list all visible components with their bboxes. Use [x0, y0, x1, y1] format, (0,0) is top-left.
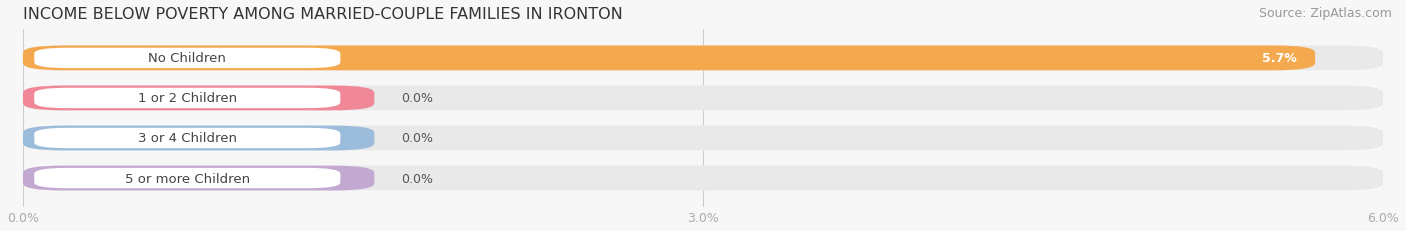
Text: 0.0%: 0.0%	[402, 92, 433, 105]
Text: 3 or 4 Children: 3 or 4 Children	[138, 132, 236, 145]
FancyBboxPatch shape	[34, 49, 340, 69]
FancyBboxPatch shape	[22, 126, 374, 151]
Text: 5 or more Children: 5 or more Children	[125, 172, 250, 185]
FancyBboxPatch shape	[22, 166, 1384, 191]
FancyBboxPatch shape	[22, 46, 1315, 71]
FancyBboxPatch shape	[34, 128, 340, 149]
FancyBboxPatch shape	[34, 88, 340, 109]
Text: No Children: No Children	[149, 52, 226, 65]
Text: 1 or 2 Children: 1 or 2 Children	[138, 92, 236, 105]
FancyBboxPatch shape	[22, 86, 374, 111]
FancyBboxPatch shape	[22, 86, 1384, 111]
Text: INCOME BELOW POVERTY AMONG MARRIED-COUPLE FAMILIES IN IRONTON: INCOME BELOW POVERTY AMONG MARRIED-COUPL…	[22, 7, 623, 22]
FancyBboxPatch shape	[22, 46, 1384, 71]
Text: 0.0%: 0.0%	[402, 132, 433, 145]
FancyBboxPatch shape	[34, 168, 340, 188]
FancyBboxPatch shape	[22, 166, 374, 191]
Text: 5.7%: 5.7%	[1263, 52, 1296, 65]
Text: Source: ZipAtlas.com: Source: ZipAtlas.com	[1258, 7, 1392, 20]
Text: 0.0%: 0.0%	[402, 172, 433, 185]
FancyBboxPatch shape	[22, 126, 1384, 151]
